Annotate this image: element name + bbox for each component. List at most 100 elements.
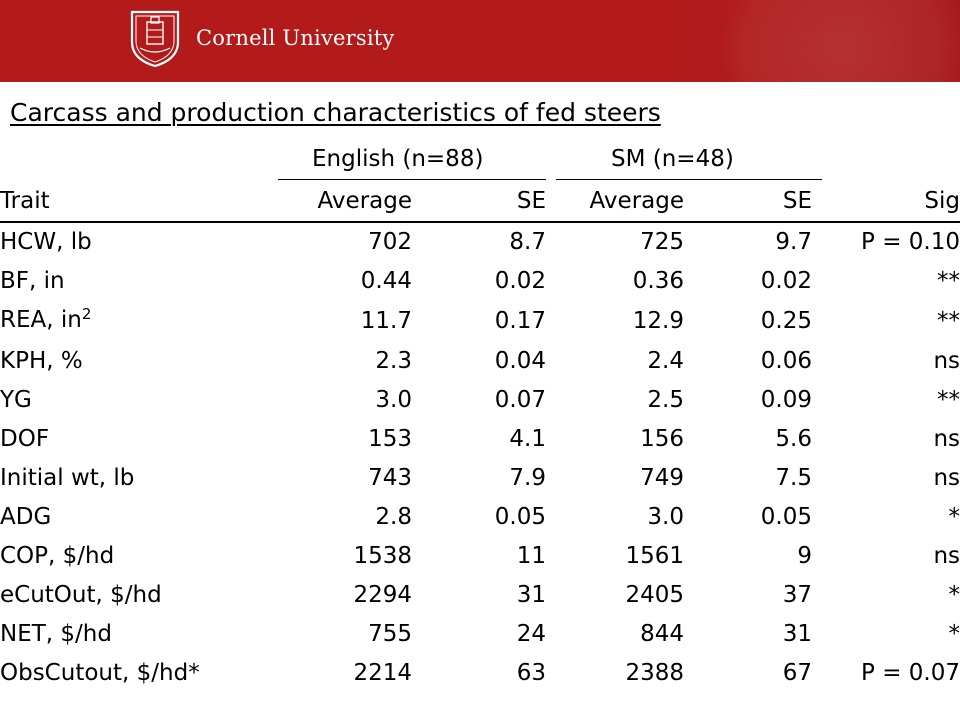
- trait-cell: ObsCutout, $/hd*: [0, 660, 200, 686]
- table-row: COP, $/hd 1538 11 1561 9 ns: [0, 537, 960, 576]
- trait-cell: KPH, %: [0, 348, 83, 374]
- trait-cell: REA, in2: [0, 301, 270, 342]
- sm-average-cell: 844: [640, 621, 684, 647]
- significance-cell: *: [948, 504, 960, 530]
- trait-cell: YG: [0, 387, 32, 413]
- sm-se-cell: 0.25: [760, 308, 812, 334]
- group-header-english: English (n=88): [312, 146, 484, 172]
- english-average-cell: 1538: [353, 543, 412, 569]
- english-average-cell: 153: [368, 426, 412, 452]
- university-seal-icon: [130, 10, 180, 68]
- sm-average-cell: 2388: [625, 660, 684, 686]
- significance-cell: **: [937, 387, 960, 413]
- significance-cell: **: [937, 308, 960, 334]
- english-average-cell: 702: [368, 229, 412, 255]
- trait-cell: NET, $/hd: [0, 621, 112, 647]
- sm-average-cell: 0.36: [632, 268, 684, 294]
- column-header-sm-average: Average: [589, 188, 684, 214]
- column-header-sm-se: SE: [782, 188, 812, 214]
- english-average-cell: 11.7: [360, 308, 412, 334]
- english-se-cell: 31: [516, 582, 546, 608]
- column-header-trait: Trait: [0, 188, 50, 214]
- trait-cell: Initial wt, lb: [0, 465, 135, 491]
- english-se-cell: 11: [516, 543, 546, 569]
- english-average-cell: 3.0: [375, 387, 412, 413]
- sm-se-cell: 9: [797, 543, 812, 569]
- english-se-cell: 0.02: [494, 268, 546, 294]
- english-average-cell: 2214: [353, 660, 412, 686]
- trait-cell: DOF: [0, 426, 50, 452]
- english-se-cell: 0.05: [494, 504, 546, 530]
- trait-superscript: 2: [81, 305, 92, 323]
- table-row: NET, $/hd 755 24 844 31 *: [0, 615, 960, 654]
- english-se-cell: 0.04: [494, 348, 546, 374]
- significance-cell: P = 0.10: [861, 229, 960, 255]
- brand-name: Cornell University: [196, 26, 395, 50]
- sm-average-cell: 156: [640, 426, 684, 452]
- column-header-english-average: Average: [317, 188, 412, 214]
- table-row: Initial wt, lb 743 7.9 749 7.5 ns: [0, 459, 960, 498]
- table-row: DOF 153 4.1 156 5.6 ns: [0, 420, 960, 459]
- significance-cell: *: [948, 582, 960, 608]
- sm-se-cell: 31: [782, 621, 812, 647]
- header-banner: Cornell University: [0, 0, 960, 82]
- sm-average-cell: 2.5: [647, 387, 684, 413]
- sm-average-cell: 2.4: [647, 348, 684, 374]
- english-average-cell: 755: [368, 621, 412, 647]
- english-se-cell: 63: [516, 660, 546, 686]
- sm-average-cell: 3.0: [647, 504, 684, 530]
- sm-average-cell: 12.9: [632, 308, 684, 334]
- seal-watermark: [718, 0, 960, 82]
- column-header-sig: Sig: [924, 188, 960, 214]
- sm-average-cell: 2405: [625, 582, 684, 608]
- group-header-sm: SM (n=48): [611, 146, 734, 172]
- sm-se-cell: 67: [782, 660, 812, 686]
- english-average-cell: 2294: [353, 582, 412, 608]
- table-row: REA, in2 11.7 0.17 12.9 0.25 **: [0, 301, 960, 342]
- sm-average-cell: 725: [640, 229, 684, 255]
- column-header-english-se: SE: [516, 188, 546, 214]
- university-logo: Cornell University: [126, 6, 394, 70]
- sm-se-cell: 37: [782, 582, 812, 608]
- sm-se-cell: 0.09: [760, 387, 812, 413]
- group-underline-sm: [556, 179, 822, 180]
- table-row: ObsCutout, $/hd* 2214 63 2388 67 P = 0.0…: [0, 654, 960, 693]
- sm-se-cell: 0.06: [760, 348, 812, 374]
- trait-cell: ADG: [0, 504, 52, 530]
- significance-cell: ns: [933, 543, 960, 569]
- english-average-cell: 2.3: [375, 348, 412, 374]
- table-row: ADG 2.8 0.05 3.0 0.05 *: [0, 498, 960, 537]
- english-se-cell: 7.9: [509, 465, 546, 491]
- english-se-cell: 0.07: [494, 387, 546, 413]
- sm-se-cell: 9.7: [775, 229, 812, 255]
- significance-cell: **: [937, 268, 960, 294]
- sm-average-cell: 1561: [625, 543, 684, 569]
- sm-se-cell: 0.02: [760, 268, 812, 294]
- english-average-cell: 743: [368, 465, 412, 491]
- significance-cell: P = 0.07: [861, 660, 960, 686]
- significance-cell: ns: [933, 348, 960, 374]
- english-average-cell: 0.44: [360, 268, 412, 294]
- trait-cell: BF, in: [0, 268, 65, 294]
- table-row: YG 3.0 0.07 2.5 0.09 **: [0, 381, 960, 420]
- table-row: eCutOut, $/hd 2294 31 2405 37 *: [0, 576, 960, 615]
- english-se-cell: 24: [516, 621, 546, 647]
- data-table: Trait Average SE Average SE Sig HCW, lb …: [0, 182, 960, 693]
- trait-cell: HCW, lb: [0, 229, 92, 255]
- table-row: KPH, % 2.3 0.04 2.4 0.06 ns: [0, 342, 960, 381]
- sm-average-cell: 749: [640, 465, 684, 491]
- group-underline-english: [278, 179, 546, 180]
- sm-se-cell: 7.5: [775, 465, 812, 491]
- sm-se-cell: 0.05: [760, 504, 812, 530]
- trait-cell: eCutOut, $/hd: [0, 582, 162, 608]
- column-header-row: Trait Average SE Average SE Sig: [0, 182, 960, 222]
- significance-cell: ns: [933, 465, 960, 491]
- english-se-cell: 8.7: [509, 229, 546, 255]
- page-title: Carcass and production characteristics o…: [10, 98, 661, 127]
- trait-cell: COP, $/hd: [0, 543, 115, 569]
- english-se-cell: 0.17: [494, 308, 546, 334]
- table-row: BF, in 0.44 0.02 0.36 0.02 **: [0, 262, 960, 301]
- english-average-cell: 2.8: [375, 504, 412, 530]
- table-row: HCW, lb 702 8.7 725 9.7 P = 0.10: [0, 222, 960, 262]
- trait-label: REA, in: [0, 307, 82, 333]
